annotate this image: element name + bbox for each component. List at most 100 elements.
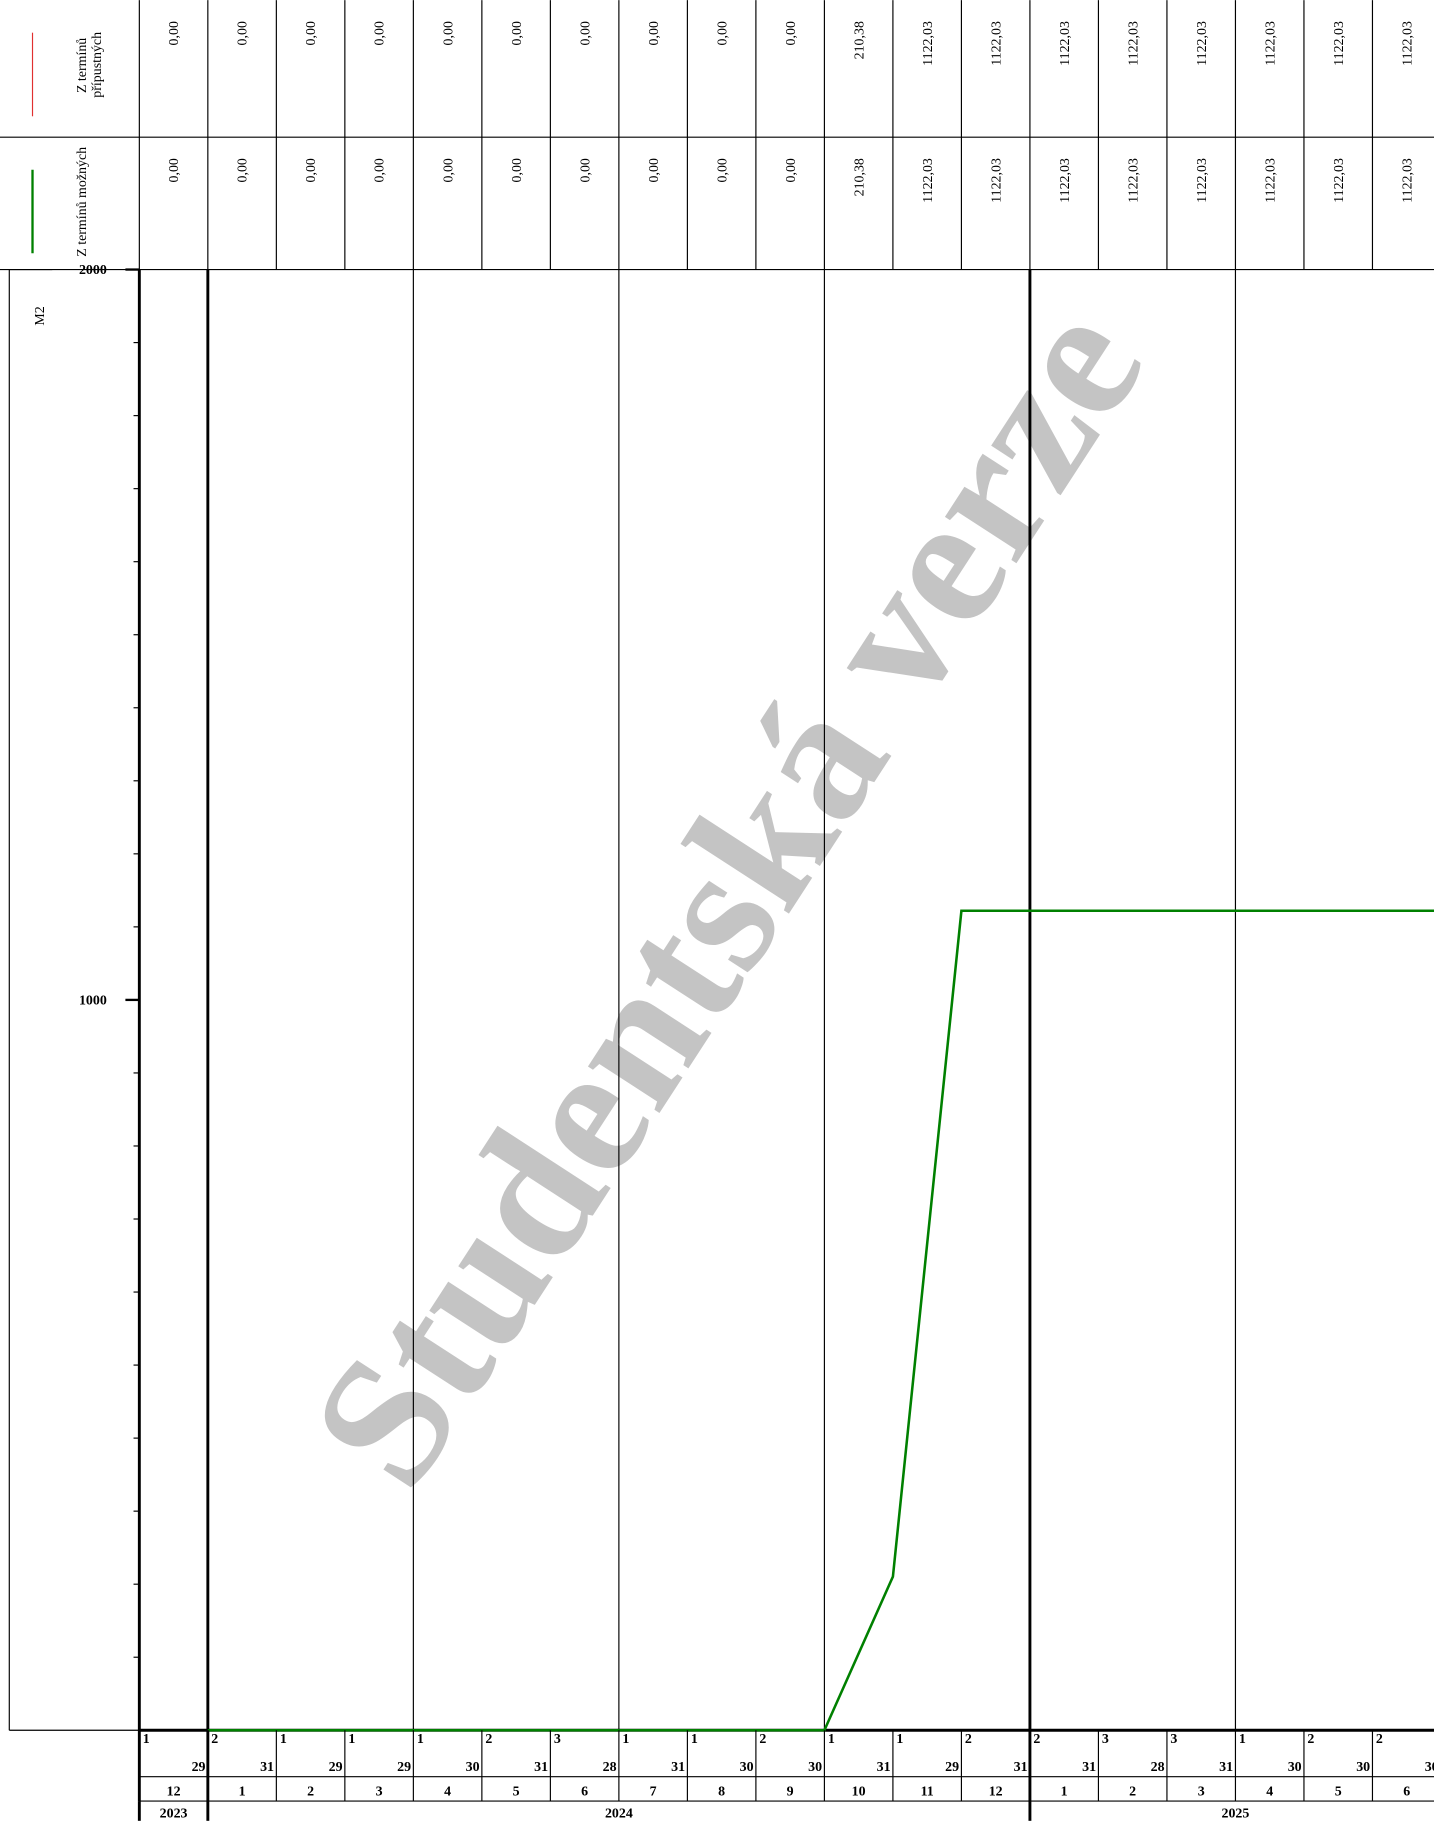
period-start: 1 — [143, 1732, 150, 1747]
month-label: 8 — [718, 1784, 725, 1799]
y-tick-label: 2000 — [79, 263, 107, 278]
legend-label-box: Z termínů možných — [74, 147, 89, 257]
value-label: 1122,03 — [1195, 21, 1210, 66]
month-label: 10 — [852, 1784, 866, 1799]
y-axis-label: M2 — [33, 306, 48, 325]
period-end: 29 — [945, 1760, 959, 1775]
legend-label-box: Z termínů přípustných — [74, 32, 104, 98]
month-label: 12 — [167, 1784, 181, 1799]
period-start: 2 — [1033, 1732, 1040, 1747]
month-label: 3 — [376, 1784, 383, 1799]
period-end: 29 — [397, 1760, 411, 1775]
period-start: 1 — [828, 1732, 835, 1747]
period-start: 2 — [485, 1732, 492, 1747]
period-start: 3 — [1170, 1732, 1177, 1747]
value-label: 0,00 — [236, 21, 251, 45]
period-start: 2 — [759, 1732, 766, 1747]
value-label: 1122,03 — [921, 158, 936, 203]
period-start: 1 — [691, 1732, 698, 1747]
value-label: 1122,03 — [1263, 21, 1278, 66]
value-label: 1122,03 — [1058, 158, 1073, 203]
period-start: 2 — [1376, 1732, 1383, 1747]
value-label: 0,00 — [578, 158, 593, 182]
value-label: 0,00 — [578, 21, 593, 45]
period-end: 31 — [671, 1760, 685, 1775]
value-label: 1122,03 — [1332, 158, 1347, 203]
value-label: 0,00 — [784, 158, 799, 182]
period-start: 2 — [1307, 1732, 1314, 1747]
month-label: 3 — [1198, 1784, 1205, 1799]
month-label: 11 — [921, 1784, 934, 1799]
year-label: 2023 — [160, 1806, 188, 1821]
value-label: 210,38 — [852, 21, 867, 59]
period-start: 1 — [348, 1732, 355, 1747]
period-end: 30 — [740, 1760, 754, 1775]
value-label: 0,00 — [647, 21, 662, 45]
value-label: 1122,03 — [1263, 158, 1278, 203]
value-label: 1122,03 — [1126, 158, 1141, 203]
year-label: 2025 — [1222, 1806, 1250, 1821]
value-label: 1122,03 — [989, 158, 1004, 203]
month-label: 2 — [1129, 1784, 1136, 1799]
period-end: 28 — [1151, 1760, 1165, 1775]
month-label: 2 — [307, 1784, 314, 1799]
value-label: 0,00 — [647, 158, 662, 182]
value-label: 0,00 — [167, 21, 182, 45]
value-label: 0,00 — [304, 21, 319, 45]
period-start: 3 — [1102, 1732, 1109, 1747]
value-label: 1122,03 — [1195, 158, 1210, 203]
period-start: 2 — [211, 1732, 218, 1747]
period-start: 1 — [1239, 1732, 1246, 1747]
month-label: 4 — [444, 1784, 451, 1799]
period-end: 30 — [1288, 1760, 1302, 1775]
value-label: 1122,03 — [1126, 21, 1141, 66]
period-end: 31 — [1082, 1760, 1096, 1775]
value-label: 1122,03 — [1332, 21, 1347, 66]
value-label: 1122,03 — [1058, 21, 1073, 66]
period-end: 29 — [329, 1760, 343, 1775]
period-start: 1 — [417, 1732, 424, 1747]
y-tick-label: 1000 — [79, 994, 107, 1009]
value-label: 0,00 — [167, 158, 182, 182]
period-end: 28 — [603, 1760, 617, 1775]
period-end: 30 — [466, 1760, 480, 1775]
value-label: 0,00 — [715, 158, 730, 182]
period-end: 31 — [1014, 1760, 1028, 1775]
period-end: 30 — [1356, 1760, 1370, 1775]
value-label: 0,00 — [784, 21, 799, 45]
period-end: 31 — [534, 1760, 548, 1775]
value-label: 1122,03 — [989, 21, 1004, 66]
period-start: 3 — [554, 1732, 561, 1747]
period-start: 2 — [965, 1732, 972, 1747]
value-label: 0,00 — [304, 158, 319, 182]
period-end: 30 — [808, 1760, 822, 1775]
month-label: 1 — [239, 1784, 246, 1799]
value-label: 1122,03 — [1400, 158, 1415, 203]
month-label: 9 — [787, 1784, 794, 1799]
period-start: 1 — [280, 1732, 287, 1747]
period-start: 1 — [896, 1732, 903, 1747]
month-label: 12 — [989, 1784, 1003, 1799]
value-label: 0,00 — [441, 21, 456, 45]
value-label: 0,00 — [715, 21, 730, 45]
month-label: 1 — [1061, 1784, 1068, 1799]
value-label: 210,38 — [852, 158, 867, 196]
value-label: 0,00 — [510, 158, 525, 182]
month-label: 6 — [1403, 1784, 1410, 1799]
value-label: 0,00 — [441, 158, 456, 182]
value-label: 1122,03 — [921, 21, 936, 66]
period-end: 29 — [192, 1760, 206, 1775]
period-end: 31 — [1219, 1760, 1233, 1775]
period-start: 1 — [622, 1732, 629, 1747]
period-end: 30 — [1425, 1760, 1434, 1775]
value-label: 0,00 — [373, 21, 388, 45]
year-label: 2024 — [605, 1806, 633, 1821]
month-label: 4 — [1266, 1784, 1273, 1799]
value-label: 0,00 — [510, 21, 525, 45]
value-label: 0,00 — [236, 158, 251, 182]
value-label: 0,00 — [373, 158, 388, 182]
month-label: 6 — [581, 1784, 588, 1799]
month-label: 5 — [1335, 1784, 1342, 1799]
watermark: Studentská verze — [271, 270, 1183, 1520]
